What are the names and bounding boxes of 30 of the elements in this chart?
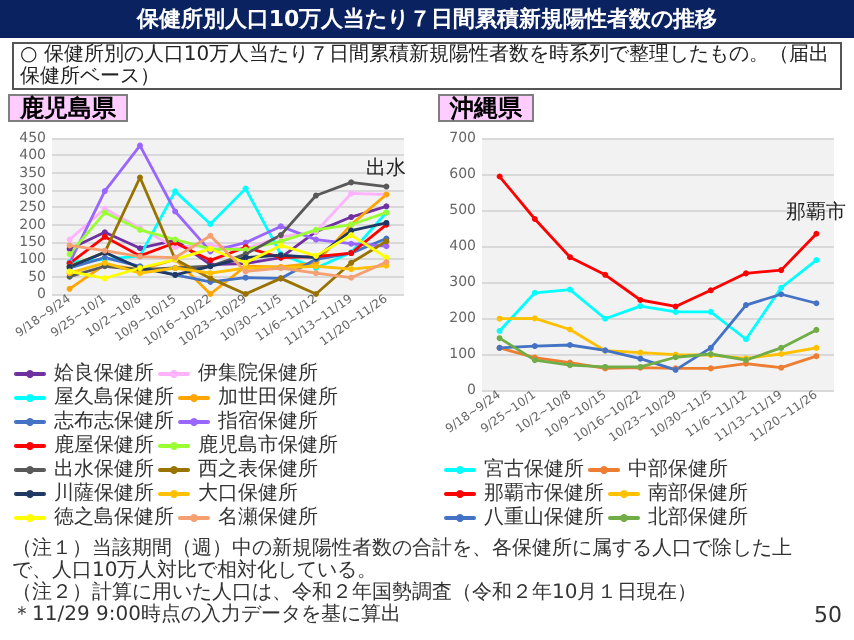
legend-label: 鹿屋保健所 xyxy=(54,433,154,457)
text: ○ 保健所別の人口10万人当たり７日間累積新規陽性者数を時系列で整理したもの。（届出保健所ベース） xyxy=(12,42,842,90)
legend-label: 北部保健所 xyxy=(648,505,748,529)
legend-label: 八重山保健所 xyxy=(484,505,604,529)
chart-title: 沖縄県 xyxy=(448,94,524,122)
annotation: 出水 xyxy=(366,155,407,180)
legend-label: 加世田保健所 xyxy=(218,385,338,409)
legend-label: 出水保健所 xyxy=(54,457,154,481)
legend-label: 指宿保健所 xyxy=(216,409,318,433)
legend-label: 南部保健所 xyxy=(648,481,748,505)
legend-label: 徳之島保健所 xyxy=(54,505,174,529)
legend-label: 大口保健所 xyxy=(198,481,298,505)
text: ＊11/29 9:00時点の入力データを基に算出 xyxy=(12,604,403,626)
legend-label: 那覇市保健所 xyxy=(484,481,604,505)
legend-label: 中部保健所 xyxy=(628,457,728,481)
text: （注１）当該期間（週）中の新規陽性者数の合計を、各保健所に属する人口で除した上で、人口10万人対比で相対化している。 xyxy=(12,538,794,582)
annotation: 那覇市 xyxy=(786,199,847,224)
text: （注２）計算に用いた人口は、令和２年国勢調査（令和２年10月１日現在） xyxy=(12,582,700,604)
legend-label: 川薩保健所 xyxy=(54,481,154,505)
legend-label: 名瀬保健所 xyxy=(218,505,318,529)
legend-label: 屋久島保健所 xyxy=(54,385,174,409)
legend-label: 志布志保健所 xyxy=(54,409,174,433)
chart-title: 鹿児島県 xyxy=(18,94,118,122)
legend-label: 鹿児島市保健所 xyxy=(198,433,338,457)
legend-label: 姶良保健所 xyxy=(54,361,154,385)
legend-label: 西之表保健所 xyxy=(198,457,318,481)
legend-label: 宮古保健所 xyxy=(484,457,584,481)
legend-label: 伊集院保健所 xyxy=(198,361,318,385)
text: 50 xyxy=(814,602,842,628)
text: 保健所別人口10万人当たり７日間累積新規陽性者数の推移 xyxy=(0,0,854,38)
